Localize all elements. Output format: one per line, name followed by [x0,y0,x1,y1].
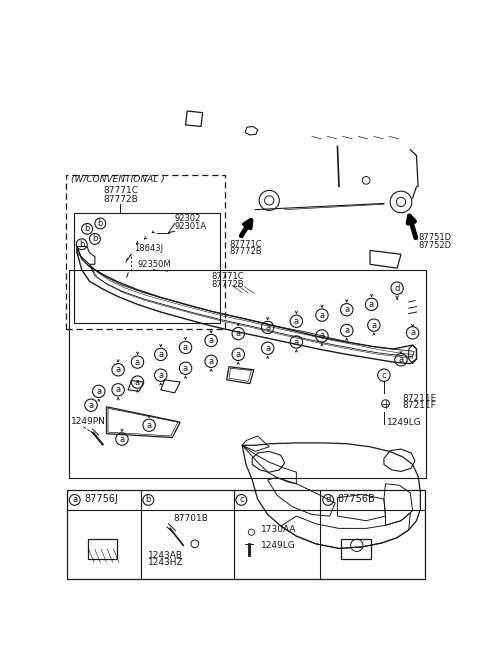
Text: a: a [158,371,163,380]
Text: a: a [96,387,101,396]
Text: a: a [369,300,374,309]
Text: a: a [344,326,349,335]
Text: 87752D: 87752D [418,241,451,250]
Text: 87751D: 87751D [418,234,451,243]
Text: a: a [410,328,415,337]
Text: b: b [145,495,151,504]
Bar [88,539,117,559]
Text: a: a [398,356,404,364]
Text: d: d [395,283,400,293]
Text: 87701B: 87701B [174,514,208,523]
Text: c: c [382,371,386,380]
Text: a: a [116,365,120,375]
Bar [69,270,426,478]
Text: a: a [372,321,376,329]
Text: a: a [236,329,241,338]
Text: a: a [344,305,349,314]
Text: a: a [319,310,324,319]
Bar [66,175,225,329]
Text: a: a [265,323,270,332]
Text: a: a [88,401,94,410]
Text: 1249LG: 1249LG [387,419,422,427]
Text: a: a [158,350,163,359]
Text: a: a [209,336,214,345]
Text: 87756B: 87756B [337,494,375,504]
Text: 87772B: 87772B [211,279,244,289]
Text: 92301A: 92301A [175,222,207,231]
Text: a: a [120,434,125,443]
Bar [67,490,425,579]
Text: 92350M: 92350M [137,260,171,270]
Text: 87211E: 87211E [403,394,437,403]
Text: a: a [236,350,241,359]
Text: (W/CONVENTIONAL ): (W/CONVENTIONAL ) [71,175,165,184]
Text: b: b [79,240,84,249]
Text: c: c [239,495,244,504]
Text: 18643J: 18643J [133,244,163,253]
Text: a: a [135,358,140,367]
Text: a: a [265,344,270,353]
Text: a: a [135,378,140,386]
Text: b: b [84,224,90,234]
Text: a: a [72,495,77,504]
Text: a: a [183,343,188,352]
Text: b: b [97,219,103,228]
Text: 87772B: 87772B [103,195,138,204]
Text: d: d [325,495,331,504]
Text: 92302: 92302 [175,214,201,223]
Text: a: a [209,357,214,366]
Bar [341,539,371,559]
Text: a: a [294,338,299,346]
Text: 87771C: 87771C [211,272,244,281]
Text: 1249PN: 1249PN [71,417,106,426]
Text: a: a [116,385,120,394]
Text: 87771C: 87771C [103,186,138,195]
Text: a: a [294,317,299,326]
Text: a: a [319,331,324,340]
Text: 87771C: 87771C [229,239,262,249]
Text: a: a [146,420,152,430]
Text: 1243AB: 1243AB [148,550,183,560]
Bar [74,213,220,323]
Text: 87211F: 87211F [403,401,436,410]
Text: 1243HZ: 1243HZ [148,558,184,567]
Text: 1730AA: 1730AA [261,525,296,534]
Text: 87772B: 87772B [229,247,262,256]
Text: a: a [183,363,188,373]
Text: 87756J: 87756J [84,494,118,504]
Text: 1249LG: 1249LG [261,541,296,550]
Text: b: b [92,234,97,243]
